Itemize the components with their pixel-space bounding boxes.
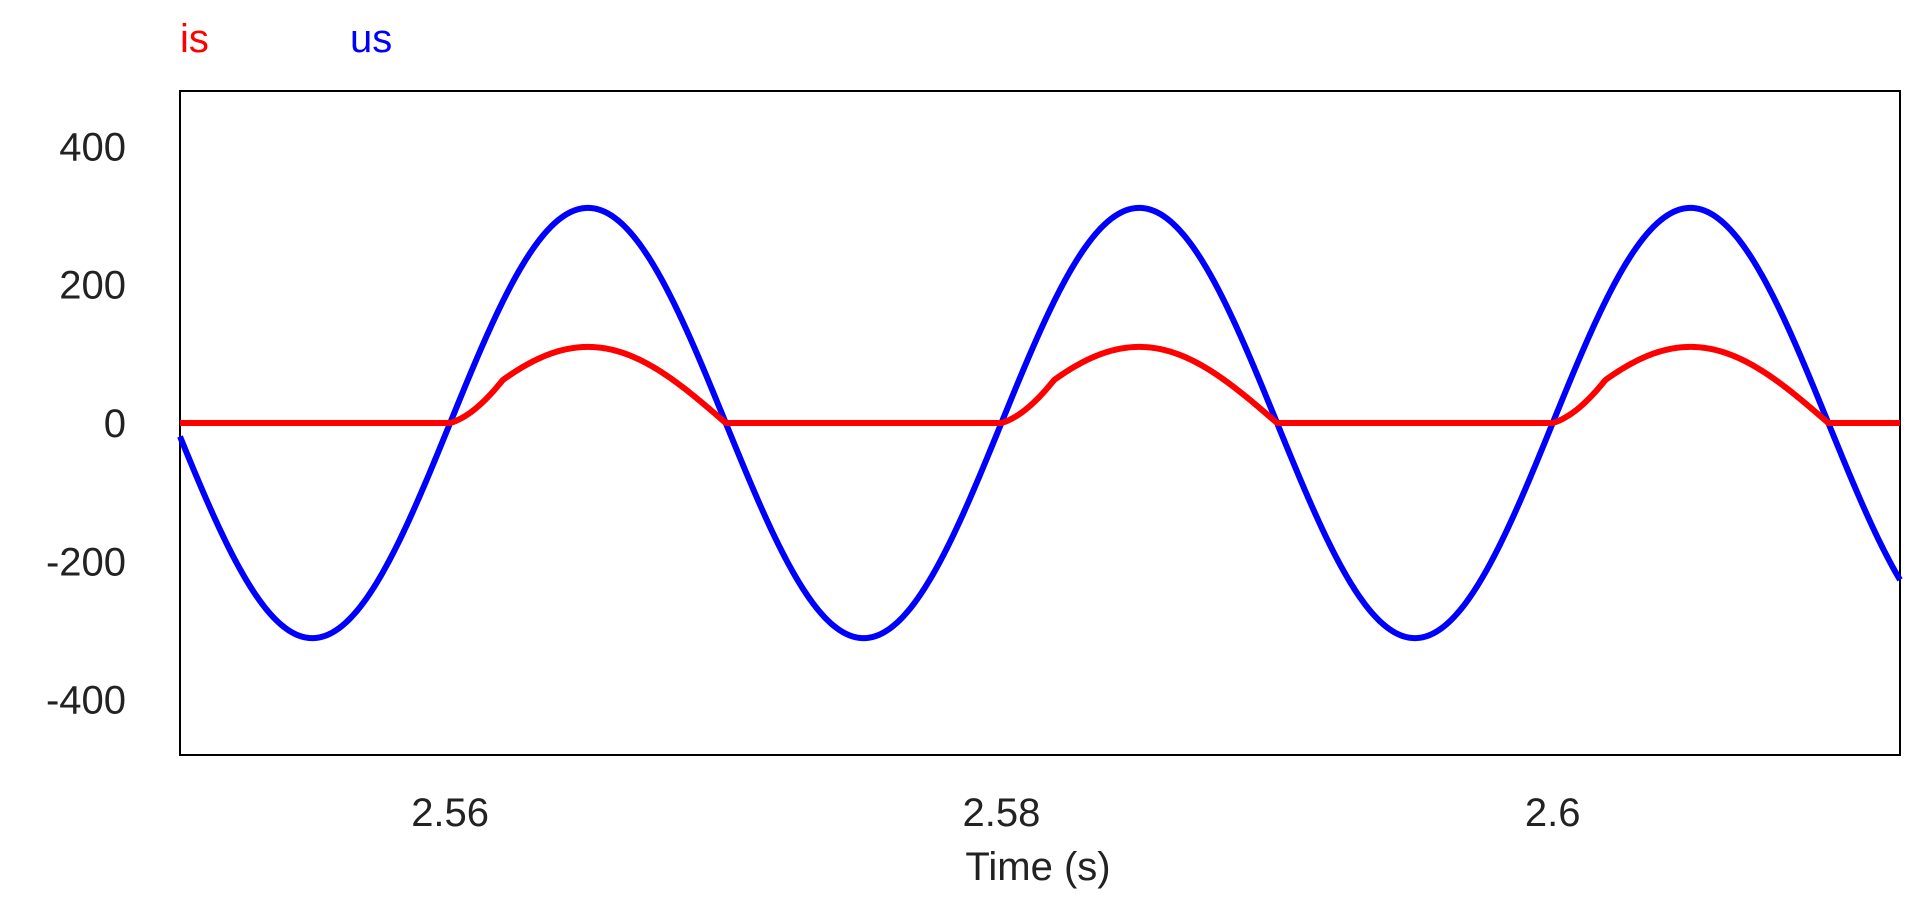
legend-label-is: is xyxy=(180,17,209,61)
series-line-is xyxy=(178,343,1902,426)
x-axis: 2.56 2.58 2.6 xyxy=(411,791,1580,835)
x-tick-label: 2.58 xyxy=(962,791,1040,835)
x-tick-label: 2.6 xyxy=(1525,791,1581,835)
legend-label-us: us xyxy=(350,17,392,61)
y-tick-label: -200 xyxy=(46,540,126,584)
y-tick-label: -400 xyxy=(46,679,126,723)
y-tick-label: 200 xyxy=(59,264,126,308)
y-axis: 400 200 0 -200 -400 xyxy=(46,125,126,722)
x-tick-label: 2.56 xyxy=(411,791,489,835)
series-line-us xyxy=(177,204,1903,642)
plot-area xyxy=(179,90,1901,756)
x-axis-title: Time (s) xyxy=(965,845,1110,889)
y-tick-label: 400 xyxy=(59,125,126,169)
y-tick-label: 0 xyxy=(104,402,126,446)
